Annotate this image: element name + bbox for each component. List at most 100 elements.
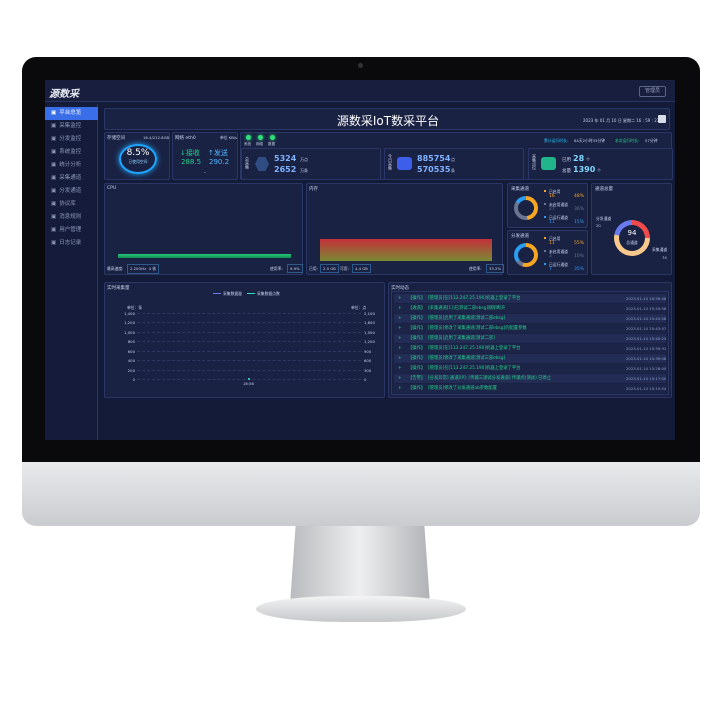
- channel-row-label: 已运行通道: [549, 215, 568, 220]
- admin-button[interactable]: 管理员: [639, 86, 666, 97]
- sidebar-item[interactable]: ▣ 统计分析: [45, 159, 98, 172]
- log-plus-icon: +: [398, 346, 402, 351]
- menu-icon: ▣: [51, 214, 57, 220]
- log-text: [采集通道[1]]已测试二部ebsg]刚刚断开: [428, 306, 506, 311]
- grid-line: [137, 369, 361, 371]
- grid-line: [137, 331, 361, 333]
- memory-usage-bar: [320, 239, 492, 261]
- menu-icon: ▣: [51, 227, 57, 233]
- status-light-icon: [258, 135, 263, 140]
- memory-title: 内存: [309, 187, 318, 192]
- collect-channel-panel: 采集通道 已启用 16 48% 未启用通道 27 36% 已运行通道 11 15%: [507, 183, 588, 228]
- log-item[interactable]: + 【操作】 [管理员]在[113.247.25.190]机器上登录了平台 2023-…: [394, 364, 666, 373]
- sidebar-item[interactable]: ▣ 分发通道: [45, 185, 98, 198]
- log-item[interactable]: + 【操作】 [管理员]启用了采集通道[测试二部ebsg] 2023-01-10 15…: [394, 314, 666, 323]
- unit: 个: [597, 168, 601, 173]
- send-label-text: 发送: [213, 149, 228, 157]
- channel-row-count: 2: [549, 254, 552, 259]
- grid-line: [137, 322, 361, 324]
- log-time: 2023-01-10 15:17:00: [626, 376, 667, 381]
- menu-icon: ▣: [51, 110, 57, 116]
- log-time: 2023-01-10 15:28:00: [626, 366, 667, 371]
- chart-title: 实时采集量: [107, 286, 130, 291]
- x-tick-label: 16:58: [243, 381, 254, 386]
- donut-hole: [518, 247, 534, 263]
- recv-label-text: 接收: [185, 149, 200, 157]
- cpu-panel: CPU 最高速度: 2.20GHz 4 核 使用率: 9.9%: [104, 183, 303, 275]
- cpu-usage-bar: [118, 254, 291, 258]
- mem-free: 4.4 GB: [352, 264, 371, 273]
- sidebar-item-label: 统计分析: [59, 162, 82, 168]
- log-time: 2023-01-10 15:15:54: [626, 386, 667, 391]
- grid-line: [137, 360, 361, 362]
- sidebar-item[interactable]: ▣ 采集通道: [45, 172, 98, 185]
- right-tick-label: 600: [364, 358, 372, 364]
- grid-line: [137, 313, 361, 314]
- log-time: 2023-01-10 15:43:57: [626, 326, 667, 331]
- status-light-icon: [246, 135, 251, 140]
- used-label: 已用: [562, 158, 571, 163]
- sidebar-item[interactable]: ▣ 用户管理: [45, 224, 98, 237]
- left-tick-label: 800: [127, 339, 135, 345]
- grid-line: [137, 341, 361, 343]
- storage-percent: 8.5%: [126, 148, 150, 158]
- cpu-title: CPU: [107, 186, 117, 191]
- log-time: 2023-01-10 15:39:08: [626, 356, 667, 361]
- legend-dot-icon: [544, 263, 546, 265]
- right-tick-label: 1,500: [364, 329, 375, 335]
- log-item[interactable]: + 【操作】 [管理员]修改了分发通道ab参数配置 2023-01-10 15:15:…: [394, 384, 666, 393]
- mem-used-label: 已用:: [309, 266, 318, 271]
- left-unit: 单位：条: [127, 305, 143, 310]
- total-runtime-label: 累计运行时长:: [544, 138, 569, 143]
- channel-row-label: 未启用通道: [549, 202, 568, 207]
- fullscreen-icon[interactable]: [658, 115, 666, 123]
- unit: 点: [451, 157, 455, 162]
- slots-card: 采集点位 已用 28 个 总量 1390 个: [528, 148, 673, 180]
- slot-icon: [541, 157, 556, 170]
- slots-label: 采集点位: [532, 154, 537, 170]
- data-point: [248, 378, 250, 380]
- sidebar-item-label: 分发通道: [59, 188, 82, 194]
- log-item[interactable]: + 【操作】 [管理员]在[113.247.25.190]机器上登录了平台 2023-…: [394, 294, 666, 303]
- log-item[interactable]: + 【操作】 [管理员]修改了采集通道[测试二部ebsg]的配置参数 2023-01-…: [394, 324, 666, 333]
- network-extra: -: [204, 170, 206, 176]
- menu-icon: ▣: [51, 162, 57, 168]
- log-item[interactable]: + 【操作】 [管理员]在[113.247.25.190]机器上登录了平台 2023-…: [394, 344, 666, 353]
- log-item[interactable]: + 【操作】 [管理员]修改了采集通道[测试三部ebsg] 2023-01-10 15…: [394, 354, 666, 363]
- channel-row-count: 11: [549, 220, 555, 225]
- channel-row-count: 27: [549, 207, 555, 212]
- log-tag: 【告警】: [408, 376, 426, 381]
- sidebar-item[interactable]: ▣ 协议库: [45, 198, 98, 211]
- left-tick-label: 0: [132, 377, 135, 382]
- sidebar-item[interactable]: ▣ 平台总览: [45, 107, 98, 120]
- log-item[interactable]: + 【操作】 [管理员]启用了采集通道[测试二部] 2023-01-10 15:40:…: [394, 334, 666, 343]
- log-time: 2023-01-10 15:39:31: [626, 346, 667, 351]
- log-item[interactable]: + 【通道】 [采集通道[1]]已测试二部ebsg]刚刚断开 2023-01-10 1…: [394, 304, 666, 313]
- network-panel: 网络 eth0 单位 KB/s ↓接收 ↑发送 288.5 290.2 -: [172, 132, 238, 180]
- unit: 条: [451, 168, 455, 173]
- log-tag: 【操作】: [408, 296, 426, 301]
- sidebar-item[interactable]: ▣ 分发监控: [45, 133, 98, 146]
- monitor-chin: [22, 462, 700, 526]
- sidebar-item[interactable]: ▣ 采集监控: [45, 120, 98, 133]
- log-text: [管理员]修改了分发通道ab参数配置: [428, 386, 497, 391]
- log-time: 2023-01-10 16:56:46: [626, 296, 667, 301]
- log-tag: 【操作】: [408, 326, 426, 331]
- total-runtime: 64天2小时33分钟: [574, 138, 606, 143]
- legend-line-icon: [247, 293, 255, 294]
- log-tag: 【操作】: [408, 366, 426, 371]
- log-plus-icon: +: [398, 316, 402, 321]
- current-runtime-label: 本次运行时长:: [615, 138, 640, 143]
- sidebar-item[interactable]: ▣ 消息规则: [45, 211, 98, 224]
- status-light-icon: [270, 135, 275, 140]
- log-plus-icon: +: [398, 376, 402, 381]
- left-tick-label: 600: [127, 348, 135, 354]
- recv-label: ↓接收: [180, 149, 200, 157]
- log-plus-icon: +: [398, 336, 402, 341]
- sidebar-item-label: 日志记录: [59, 240, 82, 246]
- right-tick-label: 1,200: [364, 339, 375, 345]
- sidebar-item[interactable]: ▣ 系统监控: [45, 146, 98, 159]
- sidebar-item[interactable]: ▣ 日志记录: [45, 237, 98, 250]
- dashboard-screen: 源数采 管理员 ▣ 平台总览 ▣ 采集监控 ▣ 分发监控 ▣ 系统监控 ▣ 统计分析 ▣ 采集通道 ▣ 分…: [45, 80, 675, 440]
- log-item[interactable]: + 【告警】 [分发异常] 通道[IP]: [传输三测试分发通道] 传输点(测试) …: [394, 374, 666, 383]
